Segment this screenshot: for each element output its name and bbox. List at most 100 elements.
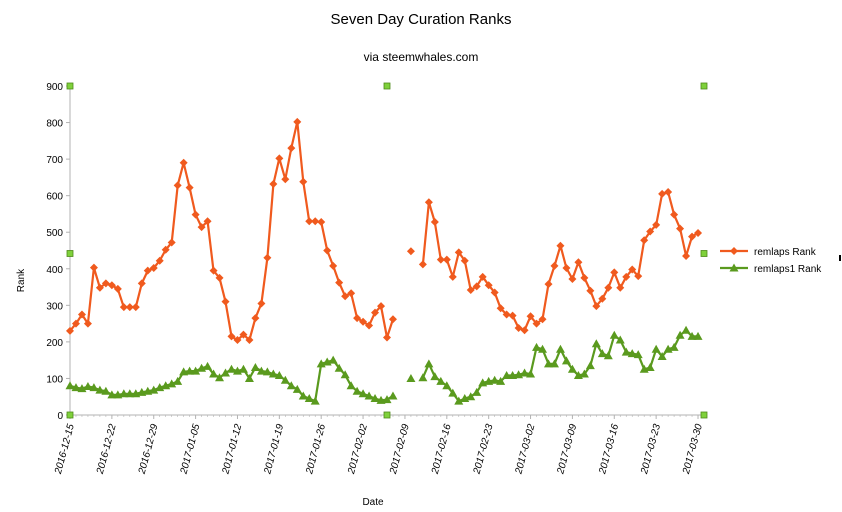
y-tick-label: 700 xyxy=(46,155,63,166)
data-point xyxy=(388,315,397,324)
data-point xyxy=(311,217,320,226)
data-point xyxy=(448,272,457,281)
data-point xyxy=(173,376,183,385)
data-point xyxy=(179,158,188,167)
data-point xyxy=(263,253,272,262)
data-point xyxy=(550,261,559,270)
y-tick-label: 400 xyxy=(46,265,63,276)
edge-mark xyxy=(839,255,841,261)
selection-handle xyxy=(700,411,708,419)
data-point xyxy=(651,344,661,353)
y-tick-label: 500 xyxy=(46,228,63,239)
data-point xyxy=(161,245,170,254)
y-axis-label: Rank xyxy=(16,268,27,292)
data-point xyxy=(298,391,308,400)
x-axis-label: Date xyxy=(362,497,384,508)
legend-marker xyxy=(730,247,738,255)
data-point xyxy=(694,228,703,237)
data-point xyxy=(561,356,571,365)
x-tick-label: 2016-12-15 xyxy=(53,423,77,477)
data-point xyxy=(71,319,80,328)
data-point xyxy=(286,381,296,390)
data-point xyxy=(304,394,314,403)
data-point xyxy=(317,217,326,226)
data-point xyxy=(657,352,667,361)
data-point xyxy=(107,281,116,290)
data-point xyxy=(299,177,308,186)
data-point xyxy=(532,319,541,328)
data-point xyxy=(377,302,386,311)
series-line xyxy=(421,329,698,403)
data-point xyxy=(329,261,338,270)
data-point xyxy=(209,266,218,275)
data-point xyxy=(89,383,99,392)
x-tick-label: 2017-03-02 xyxy=(513,423,537,477)
data-point xyxy=(646,227,655,236)
data-point xyxy=(478,272,487,281)
legend-label: remlaps1 Rank xyxy=(754,264,822,275)
data-point xyxy=(603,351,613,360)
series-2 xyxy=(65,325,703,405)
chart-title: Seven Day Curation Ranks xyxy=(330,11,512,28)
data-point xyxy=(65,381,75,390)
data-point xyxy=(119,389,129,398)
data-point xyxy=(544,280,553,289)
data-point xyxy=(430,372,440,381)
data-point xyxy=(424,359,434,368)
data-point xyxy=(244,373,254,382)
data-point xyxy=(83,319,92,328)
data-point xyxy=(615,335,625,344)
data-point xyxy=(484,281,493,290)
x-tick-label: 2017-02-02 xyxy=(346,423,370,477)
data-point xyxy=(287,144,296,153)
data-point xyxy=(125,303,134,312)
data-point xyxy=(502,310,511,319)
data-point xyxy=(448,388,458,397)
data-point xyxy=(406,373,416,382)
data-point xyxy=(226,364,236,373)
data-point xyxy=(585,361,595,370)
data-point xyxy=(652,220,661,229)
data-point xyxy=(430,217,439,226)
data-point xyxy=(371,308,380,317)
data-point xyxy=(149,385,159,394)
y-tick-label: 100 xyxy=(46,374,63,385)
data-point xyxy=(628,265,637,274)
data-point xyxy=(496,376,506,385)
data-point xyxy=(364,391,374,400)
data-point xyxy=(268,369,278,378)
x-tick-label: 2016-12-29 xyxy=(137,423,161,477)
data-point xyxy=(514,323,523,332)
data-point xyxy=(597,349,607,358)
selection-handle xyxy=(383,411,391,419)
data-point xyxy=(543,359,553,368)
data-point xyxy=(442,381,452,390)
data-point xyxy=(274,371,284,380)
y-tick-label: 900 xyxy=(46,82,63,93)
data-point xyxy=(203,361,213,370)
data-point xyxy=(323,246,332,255)
data-point xyxy=(633,350,643,359)
selection-handle xyxy=(383,82,391,90)
selection-handle xyxy=(66,82,74,90)
x-tick-label: 2017-03-30 xyxy=(681,423,705,477)
data-point xyxy=(335,278,344,287)
data-point xyxy=(305,217,314,226)
x-tick-label: 2017-01-19 xyxy=(262,423,286,477)
data-point xyxy=(526,369,536,378)
data-point xyxy=(567,364,577,373)
y-tick-label: 600 xyxy=(46,192,63,203)
data-point xyxy=(280,375,290,384)
data-point xyxy=(262,367,272,376)
data-point xyxy=(292,384,302,393)
data-point xyxy=(137,279,146,288)
data-point xyxy=(490,375,500,384)
selection-handle xyxy=(66,250,74,257)
data-point xyxy=(167,379,177,388)
data-point xyxy=(275,154,284,163)
data-point xyxy=(418,260,427,269)
data-point xyxy=(670,210,679,219)
chart-subtitle: via steemwhales.com xyxy=(363,50,479,64)
data-point xyxy=(95,283,104,292)
data-point xyxy=(496,304,505,313)
